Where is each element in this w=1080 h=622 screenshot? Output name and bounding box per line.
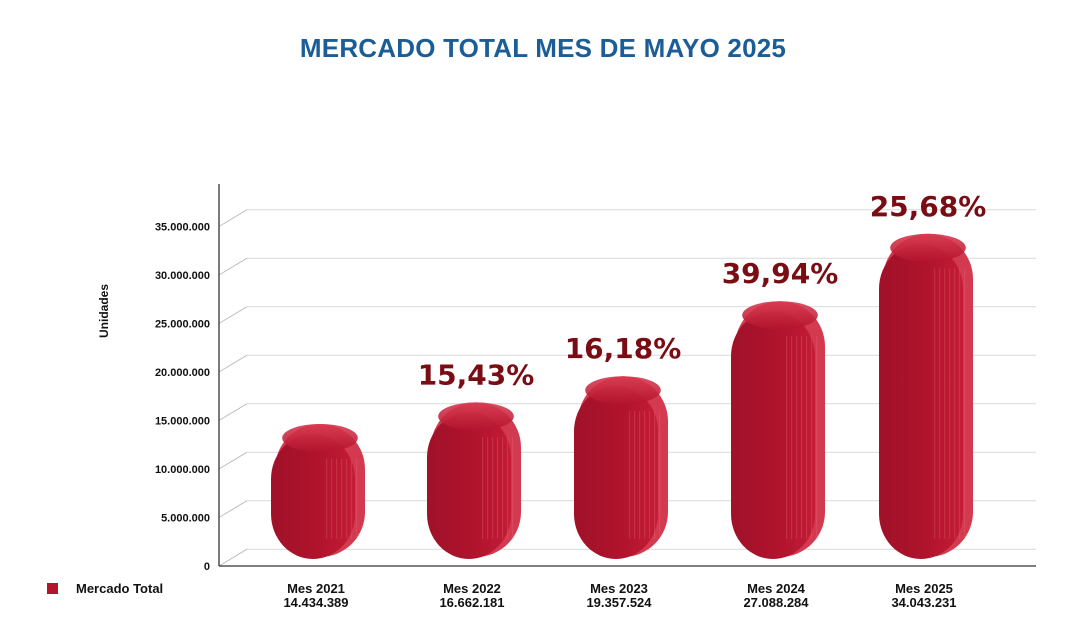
gridline-slant (218, 354, 248, 373)
gridline-slant (218, 500, 248, 518)
x-value-label: 16.662.181 (439, 595, 504, 610)
x-category-label: Mes 2025 (895, 581, 953, 596)
bar-face (731, 311, 815, 559)
growth-label: 15,43% (418, 358, 535, 391)
y-tick-label: 0 (204, 561, 210, 573)
y-tick-label: 35.000.000 (155, 222, 210, 234)
bar-face (879, 243, 963, 560)
y-tick-label: 15.000.000 (155, 416, 210, 428)
bar-top-highlight (438, 402, 514, 431)
bar-top-highlight (890, 233, 966, 262)
bar-face (271, 433, 355, 559)
bars (271, 233, 973, 560)
legend-label: Mercado Total (76, 581, 164, 596)
labels: 0 5.000.000 10.000.000 15.000.000 20.000.000… (155, 190, 986, 610)
x-value-label: 34.043.231 (891, 595, 956, 610)
gridline-slant (218, 548, 248, 567)
bar (271, 423, 365, 559)
legend: Mercado Total (47, 581, 163, 596)
gridline-slant (218, 403, 248, 421)
bar (574, 376, 668, 559)
gridline-slant (218, 257, 248, 276)
bar (427, 402, 521, 559)
bar-face (427, 412, 511, 559)
bar (879, 233, 973, 560)
legend-swatch (47, 583, 58, 594)
growth-label: 16,18% (565, 332, 682, 365)
x-category-label: Mes 2023 (590, 581, 648, 596)
bar (731, 301, 825, 559)
y-tick-label: 20.000.000 (155, 367, 210, 379)
bar-top-highlight (585, 376, 661, 405)
bar-top-highlight (282, 423, 358, 452)
x-category-label: Mes 2022 (443, 581, 501, 596)
y-tick-label: 25.000.000 (155, 319, 210, 331)
x-category-label: Mes 2021 (287, 581, 345, 596)
gridline-slant (218, 306, 248, 324)
x-value-label: 14.434.389 (283, 595, 348, 610)
x-value-label: 27.088.284 (743, 595, 809, 610)
y-tick-label: 10.000.000 (155, 464, 210, 476)
gridline-slant (218, 209, 248, 227)
bar-face (574, 386, 658, 559)
chart-title: MERCADO TOTAL MES DE MAYO 2025 (299, 33, 787, 63)
bar-top-highlight (742, 301, 818, 330)
y-axis-title: Unidades (97, 284, 111, 338)
x-value-label: 19.357.524 (586, 595, 652, 610)
growth-label: 39,94% (722, 257, 839, 290)
gridline-slant (218, 451, 248, 470)
axes (218, 184, 1036, 567)
growth-label: 25,68% (870, 190, 987, 223)
y-tick-label: 5.000.000 (161, 513, 210, 525)
y-tick-label: 30.000.000 (155, 270, 210, 282)
x-category-label: Mes 2024 (747, 581, 806, 596)
